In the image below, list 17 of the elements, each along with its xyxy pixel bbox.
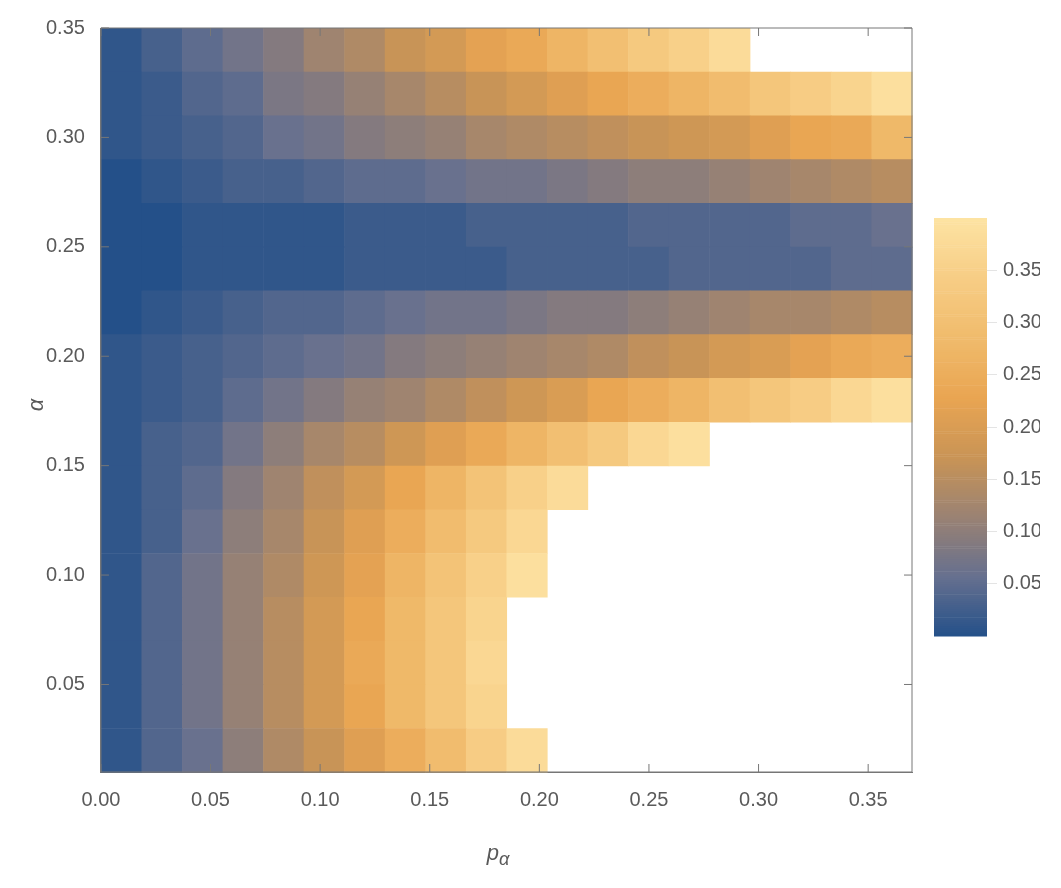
- y-tick-label: 0.10: [45, 562, 85, 585]
- y-tick-label: 0.20: [45, 343, 85, 366]
- x-tick-label: 0.15: [410, 787, 450, 810]
- y-tick-label: 0.30: [45, 124, 85, 147]
- x-tick-label: 0.05: [191, 787, 230, 810]
- x-tick-label: 0.20: [519, 787, 559, 810]
- x-tick-label: 0.10: [300, 787, 340, 810]
- x-tick-label: 0.35: [848, 787, 888, 810]
- y-axis-title: α: [23, 397, 49, 414]
- x-tick-label: 0.30: [739, 787, 779, 810]
- x-tick-label: 0.25: [629, 787, 669, 810]
- y-tick-label: 0.05: [45, 671, 85, 694]
- y-tick-label: 0.25: [45, 234, 85, 257]
- y-tick-label: 0.15: [45, 453, 85, 476]
- x-axis-title: p$_{α}$: [485, 840, 511, 871]
- y-tick-label: 0.35: [45, 15, 85, 38]
- x-tick-label: 0.00: [81, 787, 121, 810]
